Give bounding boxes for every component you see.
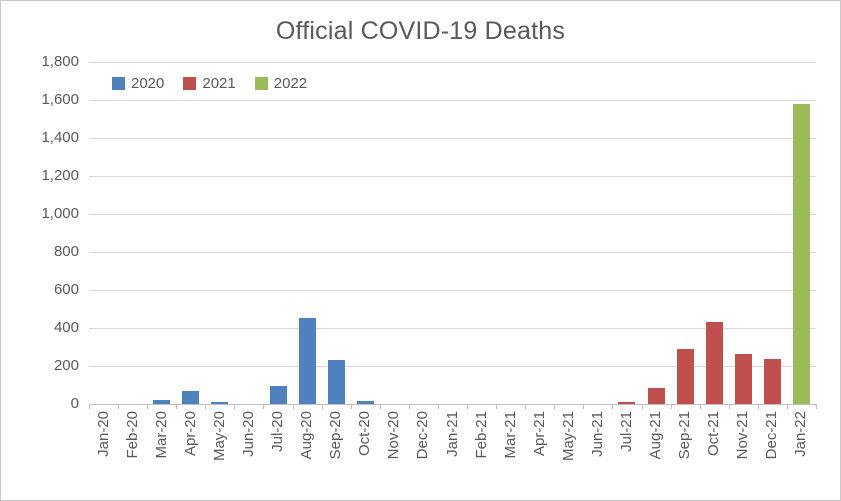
bar-Aug-20 <box>298 318 316 404</box>
x-axis-label: Nov-21 <box>734 411 752 460</box>
axis-tick <box>786 404 788 409</box>
legend-item-2022: 2022 <box>254 75 308 92</box>
bar-Oct-20 <box>356 401 374 404</box>
legend-swatch-2021-icon <box>183 77 197 90</box>
axis-tick <box>496 404 498 409</box>
gridline <box>89 366 816 367</box>
axis-tick <box>757 404 759 409</box>
axis-tick <box>89 404 90 409</box>
x-axis-label: Mar-21 <box>501 411 519 459</box>
axis-tick <box>554 404 556 409</box>
x-axis-label: Jan-20 <box>94 411 112 457</box>
legend-label-2022: 2022 <box>273 75 308 92</box>
legend-swatch-2020-icon <box>112 77 125 90</box>
axis-tick <box>292 404 294 409</box>
x-axis-label: May-21 <box>559 411 577 462</box>
y-axis-tick-label: 600 <box>53 281 79 298</box>
x-axis-label: Jan-22 <box>792 411 810 457</box>
x-axis-label: Jan-21 <box>443 411 461 457</box>
chart-title: Official COVID-19 Deaths <box>275 17 566 45</box>
axis-tick <box>408 404 410 409</box>
axis-tick <box>612 404 614 409</box>
gridline <box>89 214 816 215</box>
x-axis-label: Sep-20 <box>327 411 345 460</box>
x-axis-label: Nov-20 <box>385 411 403 460</box>
axis-tick <box>350 404 352 409</box>
bar-Mar-20 <box>153 400 171 404</box>
x-axis-label: Sep-21 <box>676 411 694 460</box>
bar-Apr-20 <box>182 391 200 404</box>
gridline <box>89 252 816 253</box>
x-axis-label: Mar-20 <box>152 411 170 459</box>
axis-tick <box>321 404 323 409</box>
gridline <box>89 62 816 63</box>
x-axis-label: Aug-21 <box>647 411 665 460</box>
gridline <box>89 100 816 101</box>
axis-tick <box>670 404 672 409</box>
legend-item-2020: 2020 <box>112 75 164 92</box>
x-axis-label: Aug-20 <box>298 411 316 460</box>
legend: 2020 2021 2022 <box>112 75 307 92</box>
y-axis-tick-label: 1,400 <box>41 129 79 146</box>
axis-tick <box>525 404 527 409</box>
axis-tick <box>583 404 585 409</box>
x-axis-label: Dec-21 <box>763 411 781 460</box>
axis-tick <box>379 404 381 409</box>
gridline <box>89 138 816 139</box>
axis-tick <box>437 404 439 409</box>
y-axis-tick-label: 1,600 <box>41 91 79 108</box>
x-axis-label: May-20 <box>210 411 228 462</box>
axis-tick <box>641 404 643 409</box>
x-axis-label: Feb-20 <box>123 411 141 459</box>
axis-tick <box>816 404 817 409</box>
bar-Dec-21 <box>763 359 781 404</box>
x-axis-label: Feb-21 <box>472 411 490 459</box>
x-axis-label: Apr-21 <box>530 411 548 457</box>
axis-tick <box>467 404 469 409</box>
x-axis-label: Jul-21 <box>617 411 635 452</box>
bar-Jan-22 <box>792 104 810 404</box>
y-axis-tick-label: 400 <box>53 319 79 336</box>
x-axis-label: Apr-20 <box>181 411 199 457</box>
axis-tick <box>118 404 120 409</box>
axis-tick <box>699 404 701 409</box>
legend-label-2021: 2021 <box>202 75 236 92</box>
legend-swatch-2022-icon <box>254 77 268 90</box>
bar-Jul-20 <box>269 386 287 404</box>
y-axis-tick-label: 0 <box>70 395 79 412</box>
gridline <box>89 328 816 329</box>
axis-tick <box>728 404 730 409</box>
bar-Nov-21 <box>734 354 752 404</box>
legend-item-2021: 2021 <box>183 75 236 92</box>
axis-tick <box>205 404 207 409</box>
x-axis-label: Jun-21 <box>588 411 606 457</box>
x-axis-label: Jun-20 <box>239 411 257 457</box>
x-axis-label: Jul-20 <box>269 411 287 452</box>
y-axis-tick-label: 1,200 <box>41 167 79 184</box>
axis-tick <box>263 404 265 409</box>
axis-tick <box>234 404 236 409</box>
gridline <box>89 176 816 177</box>
bar-Sep-21 <box>676 349 694 404</box>
x-axis-label: Oct-21 <box>705 411 723 457</box>
legend-label-2020: 2020 <box>131 75 165 92</box>
bar-Sep-20 <box>327 360 345 404</box>
x-axis-line <box>89 404 816 405</box>
x-axis-label: Dec-20 <box>414 411 432 460</box>
axis-tick <box>176 404 178 409</box>
bar-Oct-21 <box>705 322 723 404</box>
bar-Jul-21 <box>618 402 636 404</box>
y-axis-tick-label: 1,000 <box>41 205 79 222</box>
gridline <box>89 290 816 291</box>
y-axis-tick-label: 800 <box>53 243 79 260</box>
bar-Aug-21 <box>647 388 665 404</box>
bar-May-20 <box>211 402 229 404</box>
y-axis-tick-label: 200 <box>53 357 79 374</box>
y-axis-tick-label: 1,800 <box>41 53 79 70</box>
axis-tick <box>147 404 149 409</box>
x-axis-label: Oct-20 <box>356 411 374 457</box>
